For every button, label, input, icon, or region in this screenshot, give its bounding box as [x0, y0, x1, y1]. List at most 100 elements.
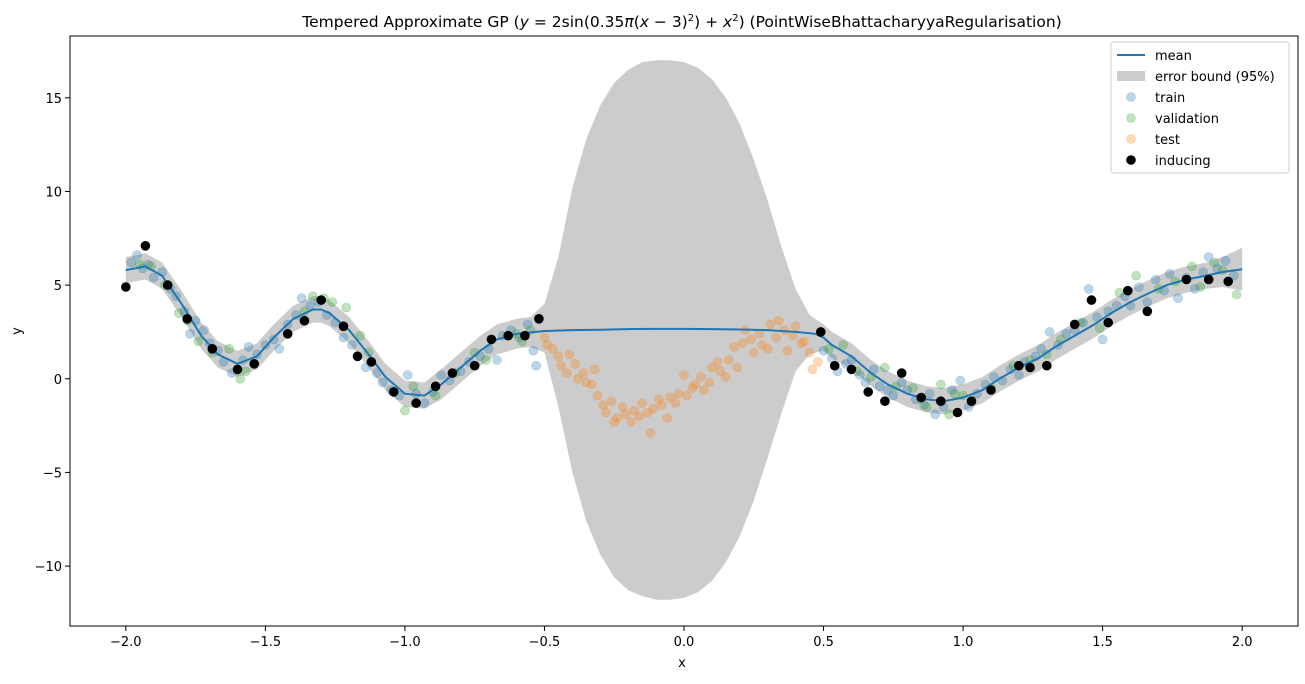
train-point: [274, 343, 285, 354]
train-point: [296, 293, 307, 304]
validation-point: [1187, 261, 1197, 272]
inducing-point: [1142, 306, 1153, 317]
test-point: [556, 360, 567, 371]
validation-point: [341, 302, 352, 313]
test-point: [612, 413, 622, 423]
test-point: [665, 392, 675, 403]
validation-point: [1209, 257, 1220, 268]
x-tick-label: −0.5: [529, 635, 561, 650]
y-tick-label: 5: [54, 279, 62, 294]
inducing-point: [520, 330, 530, 341]
inducing-scatter: [121, 241, 1233, 418]
title-eq: = 2sin(0.35: [529, 13, 624, 31]
train-point: [268, 334, 279, 345]
validation-point: [1114, 287, 1125, 298]
x-tick-label: 0.5: [813, 635, 834, 650]
legend-box: [1110, 41, 1290, 174]
train-point: [1173, 293, 1183, 304]
train-point: [1142, 297, 1153, 307]
chart-title: Tempered Approximate GP (y = 2sin(0.35π(…: [301, 13, 1061, 31]
inducing-point: [1025, 362, 1035, 373]
test-point: [564, 349, 575, 360]
train-point: [1014, 370, 1024, 380]
title-y: y: [519, 13, 530, 31]
test-point: [737, 338, 748, 349]
test-point: [662, 413, 673, 423]
title-prefix: Tempered Approximate GP (: [301, 13, 519, 31]
train-point: [199, 325, 209, 335]
test-point: [642, 407, 653, 418]
y-tick-label: −10: [35, 560, 62, 575]
train-point: [1203, 252, 1214, 262]
test-point: [626, 416, 636, 427]
validation-point: [1131, 270, 1141, 281]
validation-point: [235, 373, 245, 384]
title-mid: − 3): [649, 13, 688, 31]
y-axis-label: y: [10, 327, 25, 335]
inducing-point: [1181, 274, 1192, 285]
inducing-point: [1014, 360, 1024, 371]
validation-point: [408, 381, 419, 392]
train-point: [531, 360, 541, 371]
validation-point: [355, 330, 366, 341]
test-point: [648, 403, 659, 414]
inducing-point: [162, 280, 173, 290]
x-tick-label: 1.0: [953, 635, 974, 650]
inducing-point: [140, 241, 151, 251]
validation-point: [1195, 282, 1206, 292]
train-point: [402, 370, 413, 380]
inducing-point: [469, 360, 480, 371]
test-point: [729, 342, 740, 352]
validation-point: [430, 390, 441, 401]
train-point: [874, 381, 885, 392]
legend-label-validation: validation: [1155, 112, 1219, 127]
train-point: [854, 370, 865, 380]
train-point: [260, 340, 271, 350]
inducing-point: [829, 360, 840, 371]
validation-point: [949, 388, 960, 399]
inducing-point: [503, 330, 514, 341]
test-point: [799, 336, 809, 347]
train-point: [947, 385, 957, 395]
test-point: [732, 362, 742, 373]
test-point: [598, 400, 608, 410]
inducing-point: [388, 387, 399, 397]
train-point: [1220, 255, 1231, 266]
test-point: [813, 357, 823, 367]
test-point: [807, 364, 818, 375]
train-point: [924, 388, 935, 399]
inducing-point: [121, 282, 131, 292]
test-point: [687, 383, 698, 393]
validation-point: [908, 383, 918, 393]
train-point: [528, 345, 539, 356]
train-point: [860, 377, 871, 388]
test-point: [547, 343, 558, 354]
test-point: [589, 364, 600, 375]
inducing-point: [411, 398, 421, 408]
test-point: [601, 407, 611, 418]
train-point: [888, 390, 899, 401]
inducing-point: [338, 321, 349, 332]
test-point: [581, 377, 592, 388]
train-point: [185, 328, 195, 339]
test-point: [606, 396, 617, 407]
inducing-point: [366, 357, 377, 367]
inducing-point: [232, 364, 243, 375]
test-point: [609, 416, 620, 427]
test-point: [637, 398, 647, 408]
validation-point: [838, 340, 848, 350]
train-point: [1150, 274, 1161, 285]
test-point: [721, 372, 731, 382]
test-point: [628, 405, 639, 416]
validation-point: [174, 308, 184, 319]
validation-point: [400, 405, 410, 416]
test-point: [656, 400, 667, 410]
inducing-point: [182, 313, 192, 324]
inducing-point: [282, 328, 293, 339]
inducing-point: [896, 368, 907, 378]
validation-point: [944, 409, 954, 420]
inducing-point: [1203, 274, 1214, 285]
validation-point: [880, 362, 890, 373]
test-point: [695, 372, 706, 382]
y-axis-ticks: −10 −5 0 5 10 15: [35, 92, 70, 575]
